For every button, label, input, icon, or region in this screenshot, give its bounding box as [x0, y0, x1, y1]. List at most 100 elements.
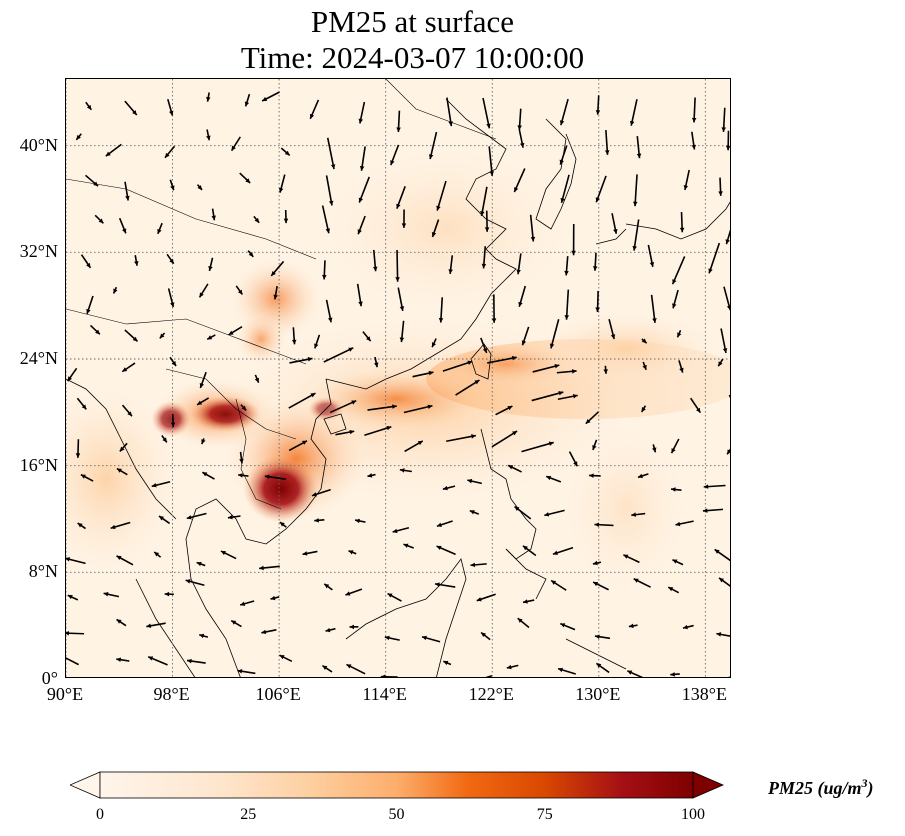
wind-arrow-head	[164, 591, 170, 597]
wind-arrow-head	[351, 400, 357, 405]
wind-arrow-head	[159, 333, 165, 339]
wind-arrow-head	[417, 440, 423, 446]
colorbar-tick-label: 0	[96, 806, 104, 823]
wind-arrow-head	[719, 577, 724, 583]
wind-arrow-shaft	[550, 319, 560, 349]
wind-arrow-head	[428, 154, 434, 160]
wind-arrow-head	[628, 623, 634, 629]
wind-arrow-head	[116, 619, 122, 624]
wind-arrow-shaft	[364, 425, 392, 437]
wind-arrow-head	[506, 664, 512, 670]
wind-arrow-head	[310, 393, 316, 398]
wind-arrow-shaft	[436, 180, 447, 211]
wind-arrow-head	[718, 191, 723, 196]
wind-arrow-head	[148, 656, 154, 661]
wind-arrow-head	[448, 121, 453, 127]
wind-arrow-head	[357, 229, 362, 235]
wind-arrow-shaft	[396, 250, 399, 282]
wind-arrow-head	[395, 277, 400, 282]
wind-arrow-head	[314, 518, 319, 523]
wind-arrow-shaft	[634, 174, 638, 207]
wind-arrow-head	[436, 205, 441, 211]
wind-arrow-head	[671, 448, 676, 454]
wind-arrow-head	[521, 340, 527, 346]
wind-arrow-head	[345, 591, 351, 596]
wind-arrow-head	[273, 294, 278, 300]
wind-arrow-head	[380, 674, 386, 677]
wind-arrow-head	[633, 578, 639, 583]
wind-arrow-head	[484, 227, 490, 232]
wind-arrow-head	[95, 329, 100, 335]
wind-arrow-head	[443, 660, 449, 666]
wind-arrow-head	[231, 620, 237, 625]
wind-arrow-head	[434, 582, 440, 587]
wind-arrow-head	[151, 483, 157, 488]
wind-arrow-head	[672, 279, 677, 285]
wind-arrow-head	[119, 446, 125, 452]
wind-arrow-head	[672, 303, 677, 309]
wind-arrow-head	[132, 110, 137, 116]
wind-arrow-shaft	[565, 289, 570, 320]
wind-arrow-head	[254, 217, 260, 223]
wind-arrow-head	[75, 453, 81, 458]
wind-arrow-shaft	[671, 256, 686, 285]
colorbar-graphic	[68, 771, 725, 799]
colorbar-tick-label: 100	[681, 806, 705, 823]
wind-arrow-head	[248, 251, 254, 257]
wind-arrow-head	[554, 364, 560, 369]
wind-arrow-head	[683, 624, 688, 630]
wind-arrow-head	[589, 473, 594, 478]
wind-arrow-head	[551, 580, 557, 585]
wind-arrow-head	[171, 361, 177, 367]
wind-arrow-head	[116, 555, 122, 560]
wind-arrow-head	[67, 376, 73, 382]
wind-arrow-head	[66, 557, 70, 562]
wind-arrow-head	[481, 263, 487, 269]
wind-arrow-head	[683, 185, 689, 190]
wind-arrow-head	[367, 473, 373, 478]
colorbar-label-sup: 3	[861, 776, 868, 790]
wind-arrow-head	[206, 96, 211, 102]
wind-arrow-head	[270, 595, 276, 601]
wind-arrow-head	[436, 522, 442, 527]
wind-arrow-head	[672, 559, 678, 564]
wind-arrow-shaft	[325, 175, 333, 206]
wind-arrow-head	[245, 178, 251, 184]
wind-arrow-head	[239, 458, 244, 464]
lat-tick-label: 16°N	[19, 454, 58, 475]
wind-arrow-head	[197, 400, 203, 405]
wind-arrow-head	[721, 127, 727, 132]
wind-arrow-head	[283, 218, 289, 224]
wind-arrow-shaft	[455, 379, 480, 396]
wind-arrow-head	[187, 658, 192, 664]
wind-arrow-head	[714, 549, 720, 554]
wind-arrow-head	[627, 670, 633, 675]
wind-arrow-head	[652, 447, 657, 453]
wind-arrow-head	[202, 472, 208, 477]
wind-arrow-shaft	[491, 430, 518, 448]
wind-arrow-head	[703, 484, 709, 489]
wind-arrow-head	[467, 360, 473, 365]
wind-arrow-head	[585, 418, 591, 424]
wind-arrow-head	[186, 515, 192, 520]
wind-arrow-head	[77, 523, 83, 528]
wind-arrow-head	[649, 262, 655, 267]
wind-arrow-head	[399, 337, 405, 343]
lon-tick-label: 90°E	[46, 684, 84, 704]
wind-arrow-shaft	[633, 219, 640, 251]
wind-arrow-head	[594, 522, 600, 527]
wind-arrow-head	[508, 465, 514, 470]
wind-arrow-shaft	[367, 405, 397, 411]
wind-arrow-head	[207, 335, 213, 340]
wind-arrow-head	[518, 301, 523, 307]
wind-arrow-head	[322, 274, 327, 280]
wind-arrow-head	[358, 197, 364, 203]
wind-arrow-head	[127, 411, 132, 417]
wind-arrow-head	[170, 302, 175, 308]
colorbar-label: PM25 (ug/m3)	[768, 776, 874, 799]
wind-arrow-head	[134, 260, 139, 266]
wind-arrow-head	[231, 145, 236, 151]
wind-arrow-head	[564, 270, 569, 276]
wind-arrow-head	[325, 228, 331, 234]
wind-arrow-head	[240, 601, 246, 606]
